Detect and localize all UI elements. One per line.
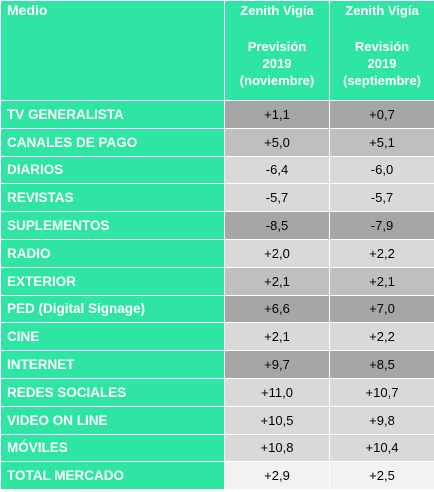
row-label: REDES SOCIALES [0,377,225,407]
row-label: MÓVILES [0,433,225,463]
revision-value: +2,1 [329,266,434,296]
table-row: TOTAL MERCADO +2,9 +2,5 [0,461,434,491]
table-row: DIARIOS -6,4 -6,0 [0,155,434,185]
revision-value: +0,7 [329,100,434,129]
revision-value: +7,0 [329,294,434,324]
revision-value: +5,1 [329,127,434,157]
prevision-value: +10,8 [224,433,330,463]
row-label: DIARIOS [0,155,225,185]
header-prevision-year: 2019 [262,56,292,71]
row-label: CINE [0,322,225,352]
header-revision-source: Zenith Vigía [345,3,419,18]
table-body: TV GENERALISTA +1,1 +0,7 CANALES DE PAGO +5,… [0,100,434,491]
header-prevision-title: Previsión [247,39,307,54]
revision-value: +8,5 [329,350,434,379]
table-row: CINE +2,1 +2,2 [0,322,434,352]
table-row: SUPLEMENTOS -8,5 -7,9 [0,211,434,240]
row-label: SUPLEMENTOS [0,211,225,240]
table-row: CANALES DE PAGO +5,0 +5,1 [0,127,434,157]
table-row: REDES SOCIALES +11,0 +10,7 [0,377,434,407]
prevision-value: -6,4 [224,155,330,185]
prevision-value: +1,1 [224,100,330,129]
prevision-value: -5,7 [224,183,330,213]
row-label: TV GENERALISTA [0,100,225,129]
row-label: EXTERIOR [0,266,225,296]
prevision-value: +2,1 [224,266,330,296]
row-label: CANALES DE PAGO [0,127,225,157]
header-revision-title: Revisión [354,39,410,54]
revision-value: +2,5 [329,461,434,491]
revision-value: -7,9 [329,211,434,240]
prevision-value: +11,0 [224,377,330,407]
row-label: INTERNET [0,350,225,379]
row-label: REVISTAS [0,183,225,213]
prevision-value: +2,0 [224,238,330,268]
table-row: TV GENERALISTA +1,1 +0,7 [0,100,434,129]
header-prevision: Zenith Vigía Previsión 2019 (noviembre) [224,0,330,101]
revision-value: -6,0 [329,155,434,185]
row-label: TOTAL MERCADO [0,461,225,491]
row-label: RADIO [0,238,225,268]
header-prevision-source: Zenith Vigía [240,3,314,18]
prevision-value: +9,7 [224,350,330,379]
prevision-value: +2,9 [224,461,330,491]
revision-value: +2,2 [329,238,434,268]
header-revision-month: (septiembre) [342,73,422,88]
revision-value: +2,2 [329,322,434,352]
table-row: EXTERIOR +2,1 +2,1 [0,266,434,296]
header-revision-year: 2019 [367,56,397,71]
prevision-value: +6,6 [224,294,330,324]
table-row: PED (Digital Signage) +6,6 +7,0 [0,294,434,324]
revision-value: +9,8 [329,405,434,435]
table-row: INTERNET +9,7 +8,5 [0,350,434,379]
header-medio: Medio [0,0,225,101]
header-revision: Zenith Vigía Revisión 2019 (septiembre) [329,0,434,101]
prevision-value: -8,5 [224,211,330,240]
revision-value: +10,4 [329,433,434,463]
header-prevision-month: (noviembre) [239,73,315,88]
prevision-value: +2,1 [224,322,330,352]
header-row: Medio Zenith Vigía Previsión 2019 (novie… [0,0,434,101]
table-row: RADIO +2,0 +2,2 [0,238,434,268]
row-label: VIDEO ON LINE [0,405,225,435]
revision-value: +10,7 [329,377,434,407]
prevision-value: +5,0 [224,127,330,157]
row-label: PED (Digital Signage) [0,294,225,324]
table-row: VIDEO ON LINE +10,5 +9,8 [0,405,434,435]
prevision-value: +10,5 [224,405,330,435]
table-row: MÓVILES +10,8 +10,4 [0,433,434,463]
revision-value: -5,7 [329,183,434,213]
table-row: REVISTAS -5,7 -5,7 [0,183,434,213]
